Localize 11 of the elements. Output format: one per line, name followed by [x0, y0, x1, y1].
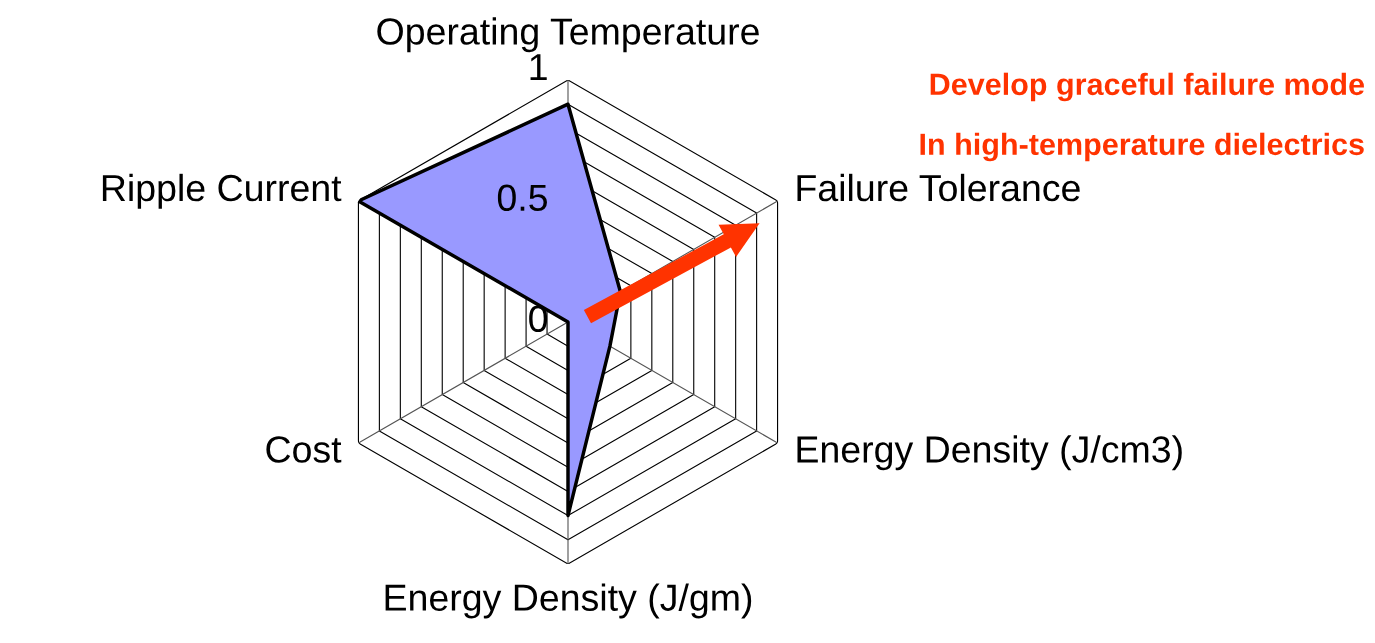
y-tick-label: 0.5: [497, 184, 547, 212]
spoke-label: Cost: [266, 436, 342, 463]
spoke-label: Energy Density (J/cm3): [797, 435, 1182, 471]
y-tick-label: 0: [529, 305, 548, 333]
spoke-label: Operating Temperature: [377, 17, 759, 53]
text: Develop graceful failure mode: [930, 72, 1364, 102]
text: In high-temperature dielectrics: [920, 132, 1364, 162]
spoke-label: Energy Density (J/gm): [385, 583, 752, 619]
spoke-label: Ripple Current: [102, 173, 342, 209]
spoke-label: Failure Tolerance: [797, 173, 1080, 202]
y-tick-label: 1: [530, 54, 547, 80]
